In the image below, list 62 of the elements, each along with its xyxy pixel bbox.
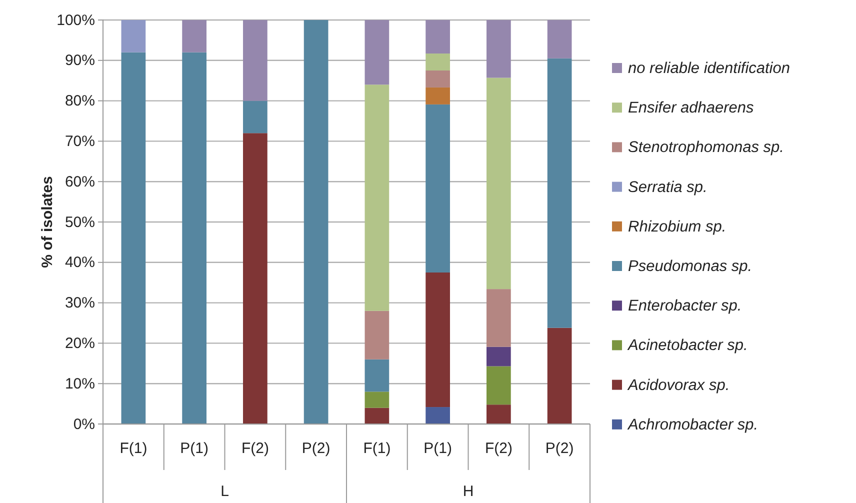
bar bbox=[547, 328, 572, 424]
bar bbox=[547, 58, 572, 328]
x-tick-label: P(2) bbox=[302, 440, 330, 457]
y-tick-label: 20% bbox=[64, 335, 95, 352]
bar bbox=[243, 100, 268, 134]
bar bbox=[426, 54, 450, 70]
bar bbox=[426, 87, 450, 104]
y-tick-label: 70% bbox=[64, 133, 95, 150]
bar bbox=[121, 52, 146, 424]
bar bbox=[426, 104, 450, 272]
bar bbox=[364, 392, 390, 408]
text: H bbox=[462, 483, 474, 500]
bar bbox=[304, 20, 328, 424]
x-tick-label: P(1) bbox=[424, 440, 452, 457]
bar bbox=[547, 20, 572, 58]
x-tick-label: F(2) bbox=[241, 440, 269, 457]
y-tick-label: 30% bbox=[64, 294, 95, 312]
y-axis-title: % of isolates bbox=[39, 176, 56, 268]
bar bbox=[243, 20, 268, 101]
bar bbox=[182, 52, 206, 424]
legend-label: Pseudomonas sp. bbox=[628, 258, 752, 275]
y-tick-label: 80% bbox=[64, 92, 95, 110]
x-tick-label: P(2) bbox=[545, 440, 574, 457]
bar bbox=[486, 78, 511, 290]
bar bbox=[121, 20, 146, 52]
bar bbox=[486, 366, 511, 405]
x-tick-label: P(1) bbox=[180, 440, 208, 457]
y-tick-label: 90% bbox=[64, 52, 95, 70]
y-tick-label: 40% bbox=[64, 254, 95, 272]
legend-label: Acinetobacter sp. bbox=[627, 337, 748, 354]
y-tick-label: 10% bbox=[64, 375, 95, 392]
legend-label: no reliable identification bbox=[628, 60, 790, 77]
bar bbox=[426, 407, 450, 424]
bar bbox=[364, 310, 390, 360]
legend-label: Achromobacter sp. bbox=[627, 416, 758, 434]
bar bbox=[364, 20, 390, 85]
bar bbox=[182, 20, 206, 52]
bar bbox=[426, 20, 450, 54]
bar bbox=[426, 70, 450, 88]
legend-label: Stenotrophomonas sp. bbox=[628, 139, 784, 156]
bar bbox=[364, 84, 390, 311]
bar bbox=[426, 272, 450, 408]
legend-label: Acidovorax sp. bbox=[627, 376, 730, 394]
text: L bbox=[220, 483, 229, 500]
bar bbox=[486, 289, 511, 347]
y-tick-label: 50% bbox=[64, 214, 95, 231]
legend-label: Rhizobium sp. bbox=[628, 218, 726, 236]
x-tick-label: F(1) bbox=[120, 440, 148, 457]
x-tick-label: F(1) bbox=[363, 440, 391, 457]
bar bbox=[243, 133, 268, 424]
x-tick-label: F(2) bbox=[484, 440, 512, 457]
legend-label: Serratia sp. bbox=[628, 178, 708, 196]
bar bbox=[486, 20, 511, 78]
y-tick-label: 60% bbox=[64, 173, 95, 190]
bar bbox=[486, 346, 511, 366]
y-tick-label: 100% bbox=[56, 12, 95, 29]
legend-label: Enterobacter sp. bbox=[628, 298, 742, 315]
bar bbox=[364, 408, 390, 424]
legend-label: Ensifer adhaerens bbox=[628, 100, 754, 117]
y-tick-label: 0% bbox=[73, 416, 95, 433]
bar bbox=[486, 404, 511, 424]
bar bbox=[364, 359, 390, 392]
